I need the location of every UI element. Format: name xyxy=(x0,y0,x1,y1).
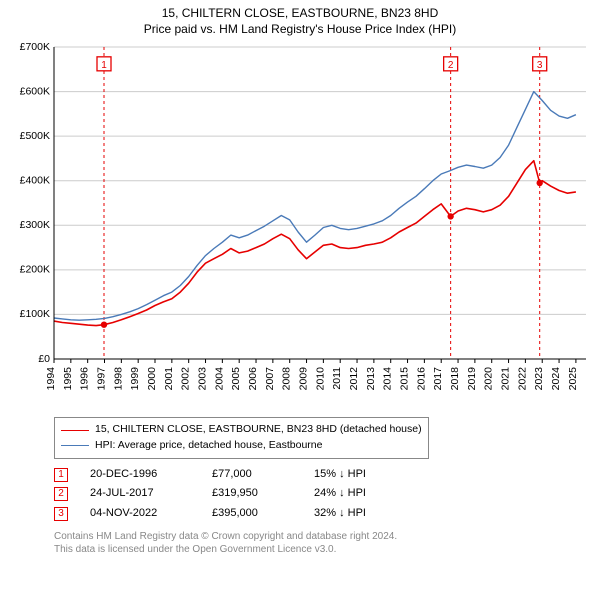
sale-price: £77,000 xyxy=(212,465,292,485)
legend-label: HPI: Average price, detached house, East… xyxy=(95,438,322,454)
sale-dot xyxy=(537,180,543,186)
x-tick-label: 2021 xyxy=(500,367,512,391)
x-tick-label: 2020 xyxy=(483,367,495,391)
x-tick-label: 1999 xyxy=(129,367,141,391)
y-tick-label: £700K xyxy=(20,41,50,53)
x-tick-label: 2009 xyxy=(298,367,310,391)
x-tick-label: 2001 xyxy=(163,367,175,391)
y-tick-label: £500K xyxy=(20,130,50,142)
legend-swatch xyxy=(61,445,89,446)
sale-marker-num: 1 xyxy=(101,60,107,71)
x-tick-label: 2016 xyxy=(415,367,427,391)
x-tick-label: 2018 xyxy=(449,367,461,391)
sale-delta: 15% ↓ HPI xyxy=(314,465,404,485)
x-tick-label: 2004 xyxy=(213,367,225,391)
y-tick-label: £0 xyxy=(38,353,50,365)
sale-row: 2 24-JUL-2017 £319,950 24% ↓ HPI xyxy=(54,484,592,504)
x-tick-label: 2006 xyxy=(247,367,259,391)
legend-swatch xyxy=(61,430,89,431)
sale-date: 24-JUL-2017 xyxy=(90,484,190,504)
x-tick-label: 1998 xyxy=(112,367,124,391)
x-tick-label: 2008 xyxy=(281,367,293,391)
sale-row-marker: 3 xyxy=(54,507,68,521)
plot-bg xyxy=(54,47,586,359)
legend-label: 15, CHILTERN CLOSE, EASTBOURNE, BN23 8HD… xyxy=(95,422,422,438)
title-line-1: 15, CHILTERN CLOSE, EASTBOURNE, BN23 8HD xyxy=(8,6,592,22)
x-tick-label: 2025 xyxy=(567,367,579,391)
x-tick-label: 1994 xyxy=(45,367,57,391)
x-tick-label: 2022 xyxy=(516,367,528,391)
y-tick-label: £300K xyxy=(20,219,50,231)
sale-row-marker: 1 xyxy=(54,468,68,482)
y-tick-label: £600K xyxy=(20,86,50,98)
x-tick-label: 2007 xyxy=(264,367,276,391)
footer-attribution: Contains HM Land Registry data © Crown c… xyxy=(54,530,592,556)
x-tick-label: 2005 xyxy=(230,367,242,391)
x-tick-label: 2024 xyxy=(550,367,562,391)
chart-svg: £0 £100K £200K £300K £400K £500K £600K £700K 199… xyxy=(8,41,592,411)
sale-row: 3 04-NOV-2022 £395,000 32% ↓ HPI xyxy=(54,504,592,524)
legend-row: HPI: Average price, detached house, East… xyxy=(61,438,422,454)
x-tick-label: 1997 xyxy=(96,367,108,391)
sale-marker-num: 2 xyxy=(448,60,454,71)
y-tick-label: £400K xyxy=(20,175,50,187)
legend-row: 15, CHILTERN CLOSE, EASTBOURNE, BN23 8HD… xyxy=(61,422,422,438)
x-tick-label: 2012 xyxy=(348,367,360,391)
sale-row: 1 20-DEC-1996 £77,000 15% ↓ HPI xyxy=(54,465,592,485)
sale-date: 04-NOV-2022 xyxy=(90,504,190,524)
x-tick-label: 2011 xyxy=(331,367,343,390)
x-tick-label: 1995 xyxy=(62,367,74,391)
legend: 15, CHILTERN CLOSE, EASTBOURNE, BN23 8HD… xyxy=(54,417,429,459)
sale-delta: 24% ↓ HPI xyxy=(314,484,404,504)
chart-title: 15, CHILTERN CLOSE, EASTBOURNE, BN23 8HD… xyxy=(8,6,592,37)
y-tick-label: £200K xyxy=(20,264,50,276)
sale-delta: 32% ↓ HPI xyxy=(314,504,404,524)
x-tick-label: 2013 xyxy=(365,367,377,391)
x-tick-label: 2010 xyxy=(314,367,326,391)
chart-area: £0 £100K £200K £300K £400K £500K £600K £700K 199… xyxy=(8,41,592,411)
sale-dot xyxy=(447,213,453,219)
footer-line-1: Contains HM Land Registry data © Crown c… xyxy=(54,530,592,543)
x-tick-label: 2014 xyxy=(382,367,394,391)
title-line-2: Price paid vs. HM Land Registry's House … xyxy=(8,22,592,38)
sale-dot xyxy=(101,322,107,328)
x-tick-label: 2003 xyxy=(197,367,209,391)
footer-line-2: This data is licensed under the Open Gov… xyxy=(54,543,592,556)
x-tick-label: 2017 xyxy=(432,367,444,391)
sales-table: 1 20-DEC-1996 £77,000 15% ↓ HPI 2 24-JUL-2017… xyxy=(54,465,592,524)
sale-row-marker: 2 xyxy=(54,487,68,501)
sale-marker-num: 3 xyxy=(537,60,543,71)
x-tick-label: 2023 xyxy=(533,367,545,391)
x-tick-label: 2019 xyxy=(466,367,478,391)
x-tick-label: 2000 xyxy=(146,367,158,391)
x-tick-label: 2015 xyxy=(399,367,411,391)
sale-price: £395,000 xyxy=(212,504,292,524)
sale-price: £319,950 xyxy=(212,484,292,504)
sale-date: 20-DEC-1996 xyxy=(90,465,190,485)
y-tick-label: £100K xyxy=(20,308,50,320)
x-tick-label: 2002 xyxy=(180,367,192,391)
chart-container: 15, CHILTERN CLOSE, EASTBOURNE, BN23 8HD… xyxy=(0,0,600,564)
x-tick-label: 1996 xyxy=(79,367,91,391)
